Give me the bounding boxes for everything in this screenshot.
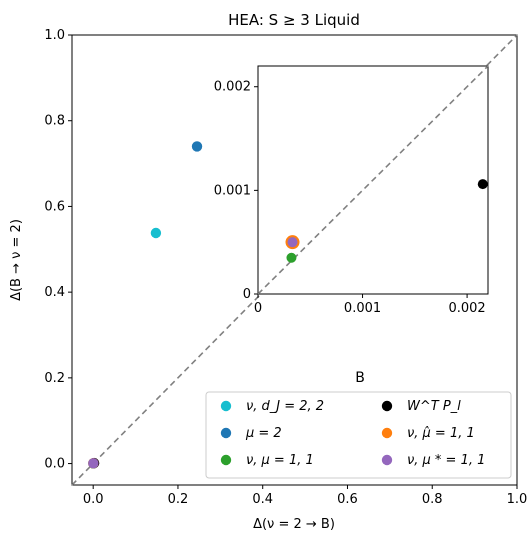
inset-x-tick-label: 0.001	[344, 301, 381, 316]
legend-label: ν, μ = 1, 1	[246, 453, 314, 468]
inset-x-ticks: 0 0.001 0.002	[254, 294, 486, 316]
main-data-points	[88, 141, 203, 469]
legend-label: ν, d_J = 2, 2	[246, 399, 324, 414]
main-y-tick-label: 0.0	[44, 457, 65, 472]
main-x-ticks: 0.0 0.2 0.4 0.6 0.8 1.0	[83, 485, 527, 507]
legend-marker	[381, 400, 393, 412]
legend-title: B	[355, 370, 365, 386]
main-x-tick-label: 0.2	[168, 492, 189, 507]
inset-y-tick-label: 0.002	[214, 80, 251, 95]
main-y-tick-label: 1.0	[44, 28, 65, 43]
main-y-tick-label: 0.4	[44, 285, 65, 300]
main-x-tick-label: 0.0	[83, 492, 104, 507]
inset-y-tick-label: 0	[243, 287, 251, 302]
main-y-ticks: 0.0 0.2 0.4 0.6 0.8 1.0	[44, 28, 72, 472]
inset-data-point	[477, 179, 488, 190]
legend-marker	[220, 427, 232, 439]
inset-x-tick-label: 0	[254, 301, 262, 316]
inset-data-point	[287, 237, 298, 248]
main-x-tick-label: 0.4	[252, 492, 273, 507]
legend-marker	[381, 454, 393, 466]
legend-label: ν, μ * = 1, 1	[407, 453, 485, 468]
legend-label: W^T P_l	[407, 399, 461, 414]
main-diagonal-line	[71, 34, 518, 486]
main-x-tick-label: 0.8	[422, 492, 443, 507]
inset-y-ticks: 0 0.001 0.002	[214, 80, 258, 302]
inset-data-point	[286, 252, 297, 263]
inset-x-tick-label: 0.002	[448, 301, 485, 316]
legend-label: μ = 2	[245, 426, 282, 441]
y-axis-label: Δ(B → ν = 2)	[9, 219, 24, 301]
legend-box	[205, 391, 512, 479]
inset-y-tick-label: 0.001	[214, 183, 251, 198]
x-axis-label: Δ(ν = 2 → B)	[253, 517, 335, 532]
legend-marker	[220, 454, 232, 466]
inset-diagonal-reference-line	[257, 65, 489, 295]
inset-diagonal-line	[257, 65, 489, 295]
main-data-point	[88, 458, 99, 469]
main-x-tick-label: 1.0	[507, 492, 528, 507]
legend-marker	[220, 400, 232, 412]
legend: B ν, d_J = 2, 2μ = 2ν, μ = 1, 1W^T P_lν,…	[205, 370, 512, 479]
main-y-tick-label: 0.2	[44, 371, 65, 386]
main-data-point	[191, 141, 203, 152]
main-y-tick-label: 0.8	[44, 114, 65, 129]
inset-data-points	[285, 179, 488, 263]
legend-label: ν, μ̂ = 1, 1	[407, 426, 475, 441]
chart-title: HEA: S ≥ 3 Liquid	[228, 11, 360, 29]
main-y-tick-label: 0.6	[44, 199, 65, 214]
main-x-tick-label: 0.6	[337, 492, 358, 507]
legend-marker	[381, 427, 393, 439]
legend-items: ν, d_J = 2, 2 μ = 2 ν, μ = 1, 1 W^T P_l ν, μ…	[220, 399, 485, 468]
main-data-point	[150, 227, 162, 239]
main-diagonal-reference-line	[71, 34, 518, 486]
